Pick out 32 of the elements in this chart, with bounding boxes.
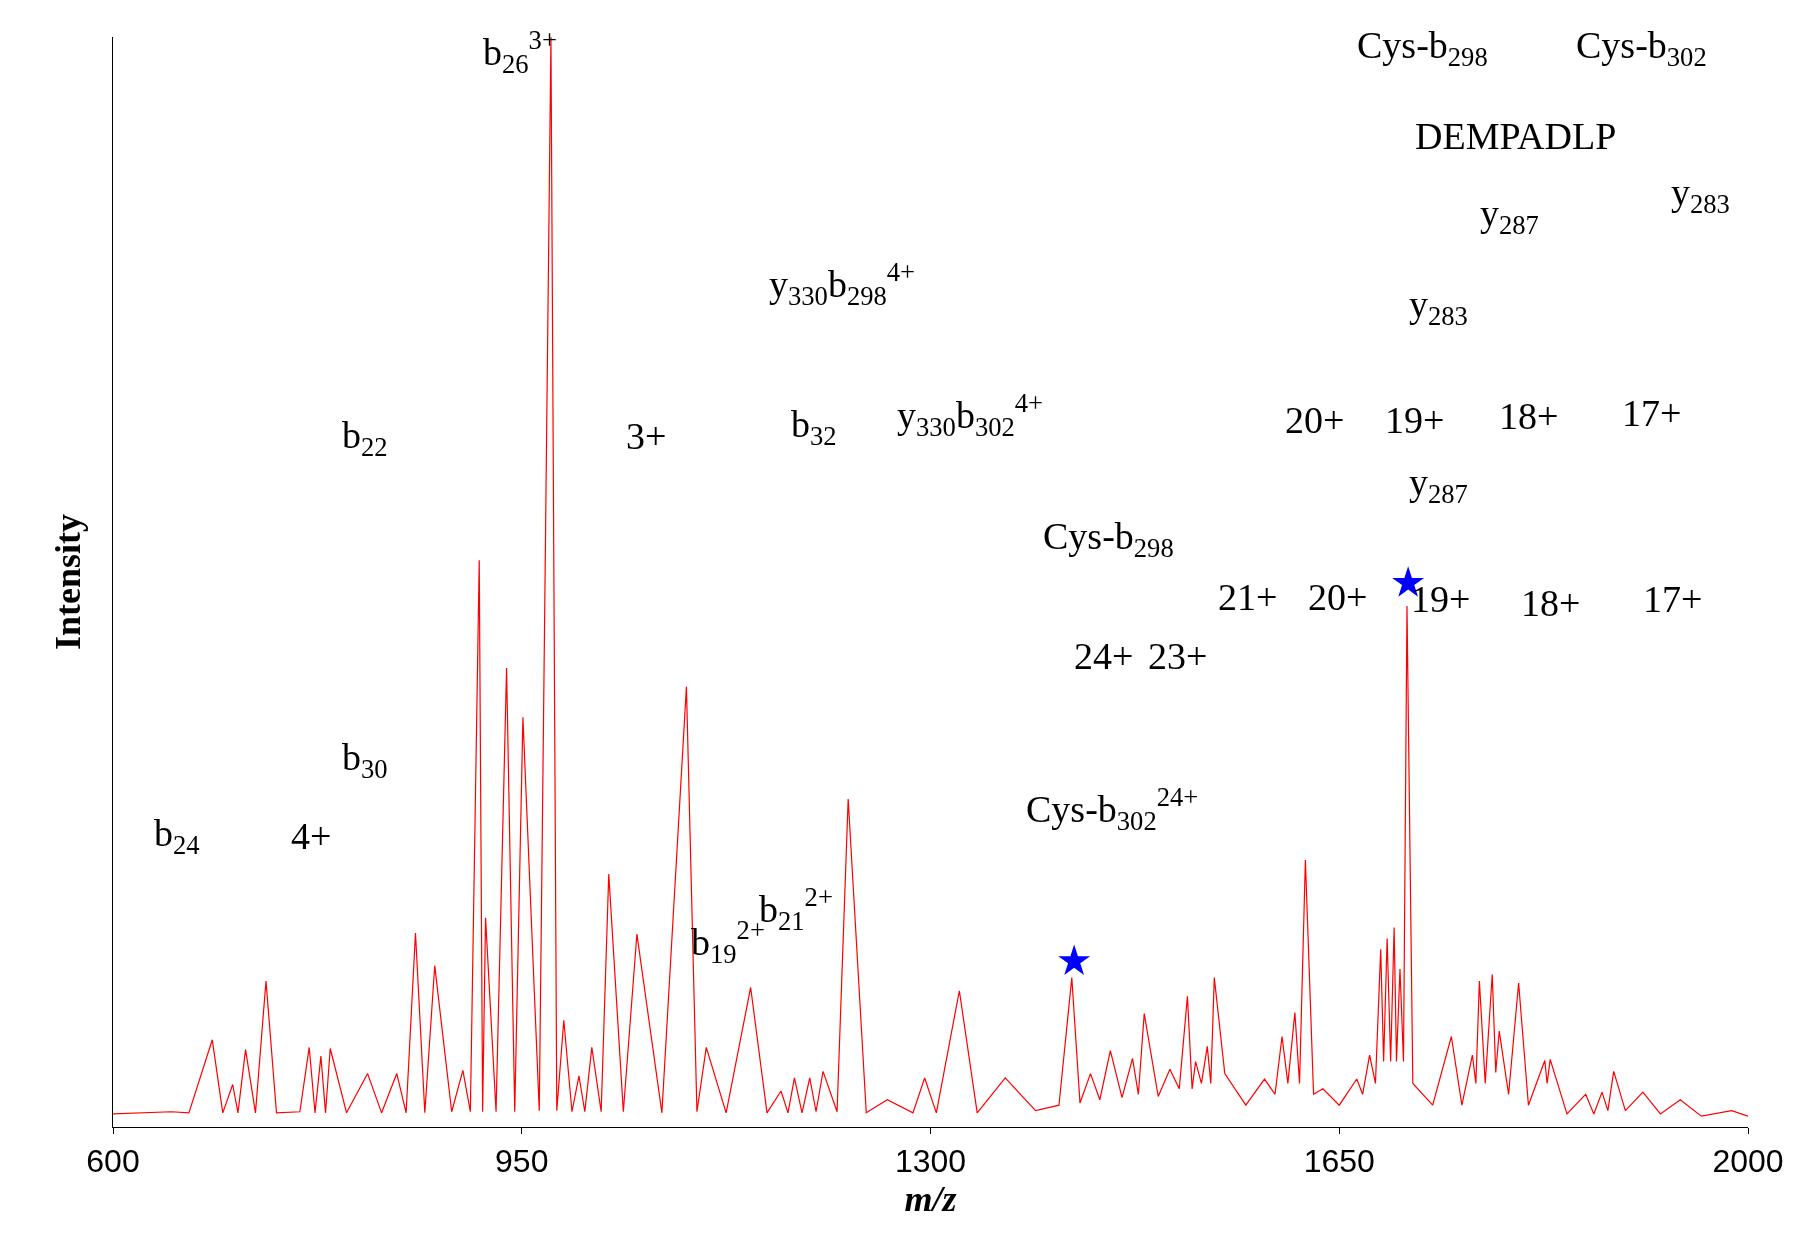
- annotation: 20+: [1285, 399, 1345, 441]
- annotation: 18+: [1521, 582, 1581, 624]
- annotation: b$_{22}$: [342, 414, 388, 462]
- annotation: 19+: [1411, 578, 1471, 620]
- annotation: 4+: [291, 815, 332, 857]
- x-tick-label: 1300: [894, 1143, 967, 1180]
- annotation: 21+: [1218, 576, 1278, 618]
- annotation: 17+: [1622, 392, 1682, 434]
- annotation: b$_{30}$: [342, 736, 388, 784]
- annotation: b$_{32}$: [791, 403, 837, 451]
- annotation: 20+: [1308, 576, 1368, 618]
- annotation: 3+: [626, 415, 667, 457]
- annotation: Cys-b$_{298}$: [1043, 515, 1174, 563]
- annotation: y$_{287}$: [1480, 192, 1539, 240]
- annotation: 17+: [1643, 578, 1703, 620]
- annotation: 18+: [1499, 395, 1559, 437]
- annotation: 19+: [1385, 399, 1445, 441]
- annotation: Cys-b$_{298}$: [1357, 24, 1488, 72]
- annotation: 24+: [1074, 635, 1134, 677]
- x-tick-label: 1650: [1303, 1143, 1375, 1180]
- annotation: Cys-b$_{302}$: [1576, 24, 1707, 72]
- x-tick-label: 950: [495, 1143, 549, 1180]
- x-axis-title: m/z: [904, 1179, 957, 1220]
- x-tick-label: 600: [86, 1143, 140, 1180]
- annotation: DEMPADLP: [1415, 115, 1617, 157]
- annotation: b$_{24}$: [154, 812, 200, 860]
- annotation: y$_{283}$: [1671, 171, 1730, 219]
- annotation: y$_{283}$: [1409, 283, 1468, 331]
- annotation: y$_{287}$: [1409, 461, 1468, 509]
- y-axis-title: Intensity: [47, 513, 88, 651]
- annotation: 23+: [1148, 635, 1208, 677]
- x-tick-label: 2000: [1712, 1143, 1784, 1180]
